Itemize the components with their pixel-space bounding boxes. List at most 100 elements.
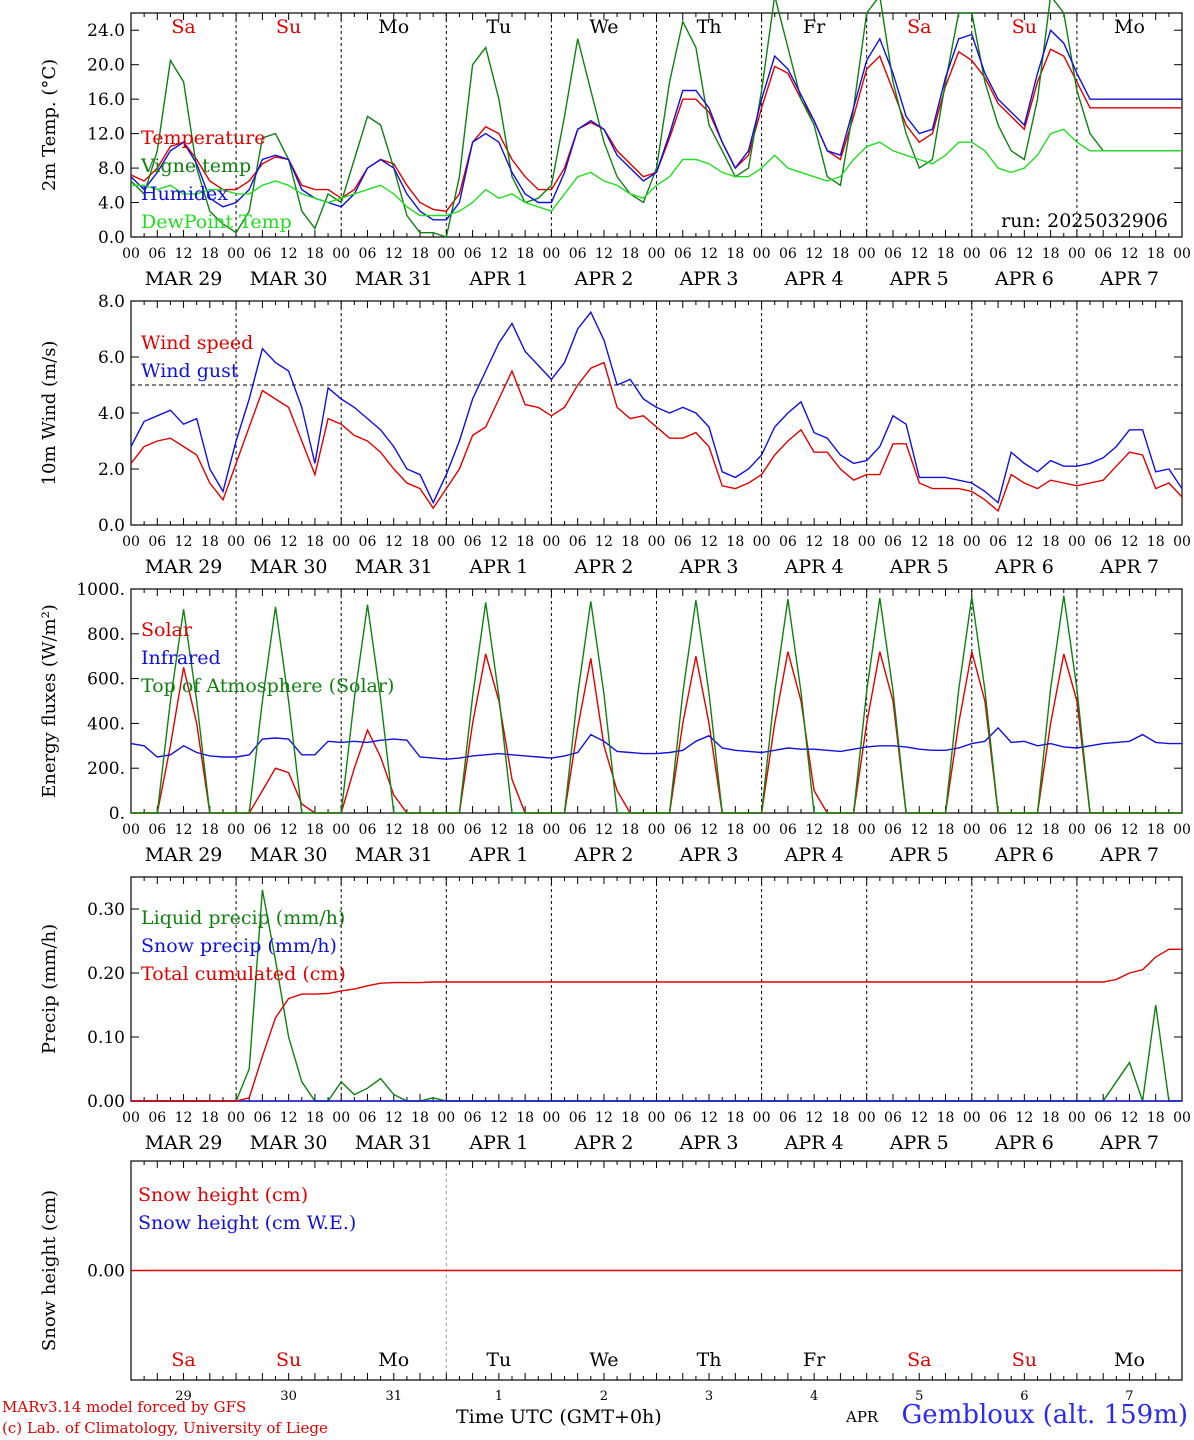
hour-tick-label: 00 xyxy=(1068,1110,1086,1126)
hour-tick-label: 18 xyxy=(937,1110,955,1126)
day-of-week-label: Sa xyxy=(907,1349,931,1371)
hour-tick-label: 06 xyxy=(464,534,482,550)
hour-tick-label: 00 xyxy=(963,822,981,838)
hour-tick-label: 06 xyxy=(779,534,797,550)
day-number-label: 31 xyxy=(385,1389,402,1404)
hour-tick-label: 12 xyxy=(175,1110,193,1126)
hour-tick-label: 06 xyxy=(569,246,587,262)
hour-tick-label: 12 xyxy=(490,822,508,838)
legend-entry: Wind speed xyxy=(141,332,253,354)
hour-tick-label: 18 xyxy=(306,246,324,262)
date-label: MAR 30 xyxy=(250,844,328,866)
hour-tick-label: 00 xyxy=(437,1110,455,1126)
hour-tick-label: 12 xyxy=(805,246,823,262)
hour-tick-label: 06 xyxy=(148,1110,166,1126)
hour-tick-label: 12 xyxy=(385,822,403,838)
date-label: APR 6 xyxy=(994,844,1054,866)
hour-tick-label: 12 xyxy=(910,1110,928,1126)
series-line xyxy=(130,0,1182,238)
hour-tick-label: 06 xyxy=(1094,534,1112,550)
day-of-week-label: Fr xyxy=(803,1349,826,1371)
hour-tick-label: 12 xyxy=(175,246,193,262)
date-label: APR 1 xyxy=(468,556,528,578)
hour-tick-label: 06 xyxy=(674,246,692,262)
hour-tick-label: 12 xyxy=(595,1110,613,1126)
hour-tick-label: 12 xyxy=(805,534,823,550)
hour-tick-label: 06 xyxy=(148,246,166,262)
hour-tick-label: 18 xyxy=(621,822,639,838)
hour-tick-label: 18 xyxy=(516,822,534,838)
day-number-label: 4 xyxy=(810,1389,818,1404)
hour-tick-label: 06 xyxy=(359,822,377,838)
legend-entry: Temperature xyxy=(141,127,265,149)
hour-tick-label: 18 xyxy=(832,822,850,838)
date-label: APR 4 xyxy=(784,844,844,866)
date-label: MAR 30 xyxy=(250,268,328,290)
hour-tick-label: 06 xyxy=(1094,1110,1112,1126)
hour-tick-label: 00 xyxy=(858,1110,876,1126)
hour-tick-label: 06 xyxy=(884,534,902,550)
date-label: APR 5 xyxy=(889,556,949,578)
day-number-label: 5 xyxy=(915,1389,923,1404)
y-tick-label: 0.10 xyxy=(87,1028,125,1048)
date-label: MAR 30 xyxy=(250,1132,328,1154)
hour-tick-label: 18 xyxy=(1147,1110,1165,1126)
hour-tick-label: 18 xyxy=(411,822,429,838)
hour-tick-label: 00 xyxy=(753,246,771,262)
date-label: MAR 30 xyxy=(250,556,328,578)
legend-entry: Snow height (cm W.E.) xyxy=(138,1212,356,1234)
day-of-week-label: Mo xyxy=(1114,16,1145,38)
y-axis-label: Precip (mm/h) xyxy=(39,924,60,1054)
day-number-label: 7 xyxy=(1125,1389,1133,1404)
hour-tick-label: 18 xyxy=(621,1110,639,1126)
hour-tick-label: 06 xyxy=(253,534,271,550)
legend-entry: Solar xyxy=(141,619,193,641)
hour-tick-label: 18 xyxy=(201,534,219,550)
date-label: APR 3 xyxy=(679,268,739,290)
footer-station-label: Gembloux (alt. 159m) xyxy=(901,1400,1188,1430)
day-number-label: 29 xyxy=(175,1389,192,1404)
footer-month-label: APR xyxy=(846,1408,879,1426)
hour-tick-label: 06 xyxy=(464,246,482,262)
legend-entry: Snow precip (mm/h) xyxy=(141,935,337,957)
y-tick-label: 0.30 xyxy=(87,900,125,920)
y-tick-label: 20.0 xyxy=(87,56,125,76)
hour-tick-label: 12 xyxy=(280,246,298,262)
date-label: APR 4 xyxy=(784,1132,844,1154)
day-of-week-label: Tu xyxy=(486,1349,511,1371)
hour-tick-label: 00 xyxy=(648,534,666,550)
hour-tick-label: 00 xyxy=(648,822,666,838)
hour-tick-label: 00 xyxy=(648,246,666,262)
date-label: MAR 29 xyxy=(145,844,223,866)
hour-tick-label: 12 xyxy=(385,1110,403,1126)
hour-tick-label: 12 xyxy=(1015,1110,1033,1126)
y-tick-label: 600. xyxy=(87,670,125,690)
hour-tick-label: 06 xyxy=(884,246,902,262)
hour-tick-label: 12 xyxy=(1015,822,1033,838)
hour-tick-label: 18 xyxy=(411,246,429,262)
day-number-label: 3 xyxy=(705,1389,713,1404)
series-line xyxy=(130,726,1182,760)
date-label: MAR 29 xyxy=(145,1132,223,1154)
day-of-week-label: Sa xyxy=(171,16,195,38)
day-of-week-label: We xyxy=(589,16,618,38)
hour-tick-label: 12 xyxy=(280,822,298,838)
hour-tick-label: 00 xyxy=(122,822,140,838)
hour-tick-label: 00 xyxy=(227,822,245,838)
date-label: MAR 29 xyxy=(145,556,223,578)
hour-tick-label: 06 xyxy=(359,246,377,262)
hour-tick-label: 18 xyxy=(621,534,639,550)
hour-tick-label: 06 xyxy=(359,534,377,550)
y-tick-label: 8.0 xyxy=(98,159,125,179)
date-label: APR 3 xyxy=(679,1132,739,1154)
hour-tick-label: 00 xyxy=(1173,822,1191,838)
date-label: APR 7 xyxy=(1099,556,1159,578)
hour-tick-label: 12 xyxy=(595,822,613,838)
panel-frame xyxy=(130,300,1183,526)
hour-tick-label: 00 xyxy=(122,534,140,550)
hour-tick-label: 12 xyxy=(595,246,613,262)
y-tick-label: 0.00 xyxy=(87,1092,125,1112)
hour-tick-label: 00 xyxy=(332,246,350,262)
hour-tick-label: 06 xyxy=(148,822,166,838)
